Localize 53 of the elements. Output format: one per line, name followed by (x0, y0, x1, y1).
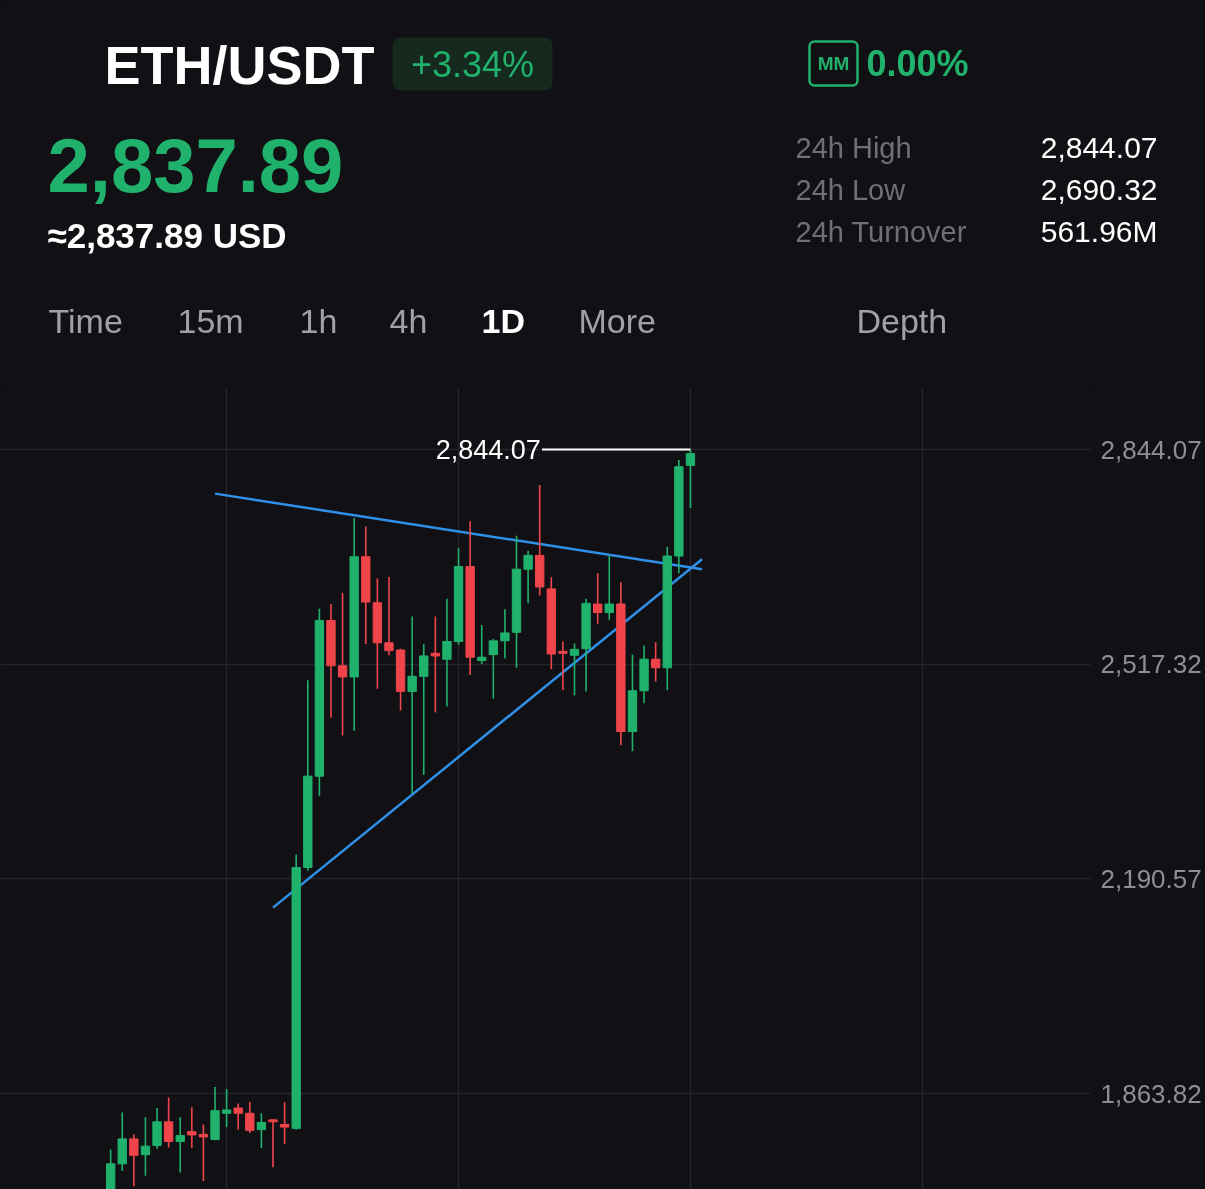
candlestick (650, 641, 661, 683)
candlestick (140, 1116, 151, 1177)
text: 561.96M (1040, 215, 1158, 248)
candlestick (279, 1101, 290, 1145)
candlestick (221, 1088, 232, 1128)
text: 2,844.07 (1040, 130, 1158, 164)
candlestick (500, 608, 510, 660)
text: Time (48, 301, 123, 340)
text: 24h Turnover (795, 215, 967, 248)
y-tick-label: 2,517.32 (1100, 649, 1202, 680)
candlestick (569, 642, 580, 697)
text: 0.00% (866, 43, 969, 84)
candlestick (442, 597, 452, 708)
annotation: 2,844.07 (435, 435, 541, 466)
text: 1D (481, 301, 525, 340)
candlestick (233, 1102, 243, 1131)
candlestick (152, 1107, 162, 1150)
candlestick (419, 643, 429, 776)
text: 15m (177, 301, 244, 340)
y-tick-label: 2,844.07 (1100, 434, 1202, 465)
text: 1h (299, 301, 338, 340)
y-tick-label: 1,863.82 (1100, 1078, 1202, 1109)
text: 2,690.32 (1040, 172, 1158, 206)
text: 24h Low (795, 173, 907, 206)
candlestick (129, 1133, 139, 1188)
text: ≈2,837.89 USD (47, 216, 287, 255)
candlestick (593, 572, 603, 625)
candlestick (245, 1101, 255, 1134)
text: Depth (856, 301, 948, 340)
text: More (578, 301, 656, 340)
candlestick (430, 615, 441, 714)
candlestick (175, 1116, 185, 1174)
candlestick (256, 1112, 267, 1149)
candlestick (488, 638, 498, 700)
candlestick (337, 592, 348, 737)
candlestick (407, 615, 417, 795)
text: 24h High (795, 131, 912, 164)
candlestick (604, 555, 614, 621)
candlestick (523, 550, 533, 605)
candlestick (198, 1123, 209, 1182)
text: 2,837.89 (47, 123, 344, 208)
text: MM (817, 53, 850, 74)
candlestick (477, 624, 487, 665)
candlestick (268, 1118, 278, 1168)
candlestick (558, 640, 568, 691)
candlestick (187, 1106, 197, 1149)
text: 4h (389, 301, 428, 340)
candlestick (685, 448, 696, 509)
candlestick (384, 576, 394, 657)
chart-title: ETH/USDT (104, 34, 375, 95)
text: +3.34% (410, 44, 535, 85)
candlestick (163, 1096, 174, 1149)
y-tick-label: 2,190.57 (1100, 863, 1202, 894)
